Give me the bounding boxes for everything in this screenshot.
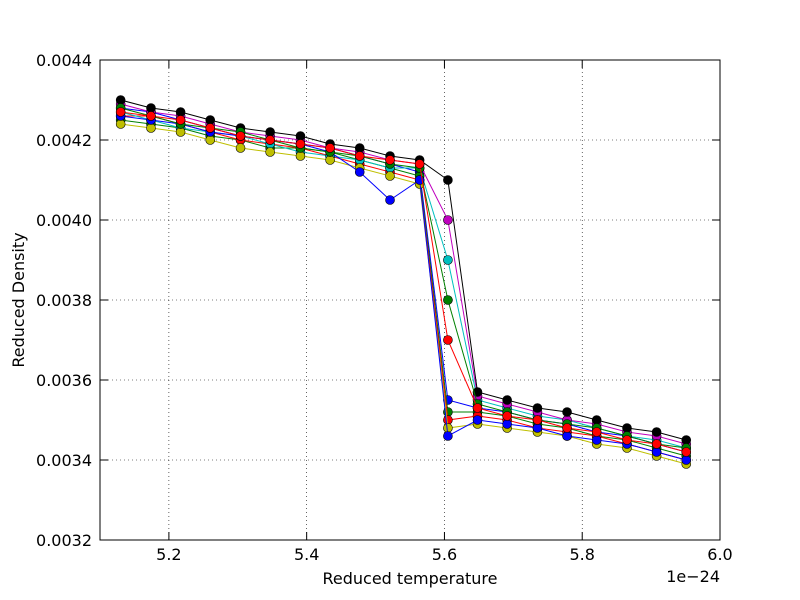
data-point xyxy=(115,107,126,117)
data-point xyxy=(175,107,186,117)
data-point xyxy=(115,119,126,129)
data-point xyxy=(443,255,453,265)
data-point xyxy=(502,395,512,405)
data-point xyxy=(295,139,306,149)
data-point xyxy=(562,431,572,441)
data-point xyxy=(265,135,275,145)
y-tick-label: 0.0036 xyxy=(36,371,92,390)
data-point xyxy=(472,415,483,425)
data-point xyxy=(591,415,602,425)
data-point xyxy=(175,115,186,125)
x-tick-label: 5.8 xyxy=(569,545,594,564)
x-tick-label: 5.2 xyxy=(156,545,181,564)
data-point xyxy=(472,387,483,397)
y-tick-label: 0.0038 xyxy=(36,291,92,310)
series-line xyxy=(120,111,687,453)
data-point xyxy=(591,427,602,437)
data-point xyxy=(502,411,512,421)
data-point xyxy=(146,123,156,133)
data-point xyxy=(385,195,395,205)
data-point xyxy=(651,439,662,449)
data-point xyxy=(562,407,572,417)
data-point xyxy=(235,143,246,153)
data-point xyxy=(115,95,126,105)
series-line xyxy=(120,115,687,461)
series-line xyxy=(120,115,687,461)
y-tick-label: 0.0034 xyxy=(36,451,92,470)
data-point xyxy=(443,431,453,441)
x-axis-offset-label: 1e−24 xyxy=(666,567,720,586)
data-point xyxy=(235,131,246,141)
data-point xyxy=(205,123,216,133)
data-point xyxy=(354,167,365,177)
data-series xyxy=(115,95,692,445)
data-point xyxy=(681,435,692,445)
y-tick-label: 0.0040 xyxy=(36,211,92,230)
x-tick-label: 6.0 xyxy=(707,545,732,564)
y-tick-label: 0.0042 xyxy=(36,131,92,150)
data-point xyxy=(443,295,453,305)
data-point xyxy=(562,423,572,433)
data-point xyxy=(443,175,453,185)
series-group xyxy=(115,95,692,469)
data-point xyxy=(532,415,543,425)
data-point xyxy=(265,127,275,137)
y-axis-label: Reduced Density xyxy=(9,232,28,367)
data-point xyxy=(443,215,453,225)
y-tick-label: 0.0032 xyxy=(36,531,92,550)
series-line xyxy=(120,119,687,457)
data-point xyxy=(651,447,662,457)
data-point xyxy=(146,103,156,113)
data-point xyxy=(325,155,335,165)
data-point xyxy=(443,335,453,345)
data-point xyxy=(651,427,662,437)
data-point xyxy=(295,151,306,161)
x-axis-label: Reduced temperature xyxy=(323,569,498,588)
series-line xyxy=(120,123,687,465)
data-point xyxy=(205,115,216,125)
data-point xyxy=(443,423,453,433)
data-point xyxy=(532,403,543,413)
data-point xyxy=(325,143,335,153)
series-line xyxy=(120,107,687,449)
data-point xyxy=(385,155,395,165)
data-point xyxy=(354,151,365,161)
data-series xyxy=(115,107,692,457)
data-point xyxy=(681,447,692,457)
data-point xyxy=(295,131,306,141)
data-point xyxy=(681,455,692,465)
data-point xyxy=(354,143,365,153)
axis-ticks: 5.2 5.4 5.6 5.8 6.0 0.0032 0.0034 0.0036 0.0038 0… xyxy=(36,51,733,564)
data-point xyxy=(622,423,632,433)
y-tick-label: 0.0044 xyxy=(36,51,92,70)
data-point xyxy=(622,435,632,445)
x-tick-label: 5.4 xyxy=(294,545,319,564)
data-point xyxy=(591,435,602,445)
data-point xyxy=(146,111,156,121)
data-point xyxy=(205,135,216,145)
data-point xyxy=(532,423,543,433)
data-point xyxy=(472,403,483,413)
series-line xyxy=(120,99,687,441)
data-point xyxy=(502,419,512,429)
data-point xyxy=(443,415,453,425)
data-point xyxy=(265,147,275,157)
data-point xyxy=(385,171,395,181)
data-point xyxy=(175,127,186,137)
x-tick-label: 5.6 xyxy=(432,545,457,564)
data-point xyxy=(414,159,425,169)
